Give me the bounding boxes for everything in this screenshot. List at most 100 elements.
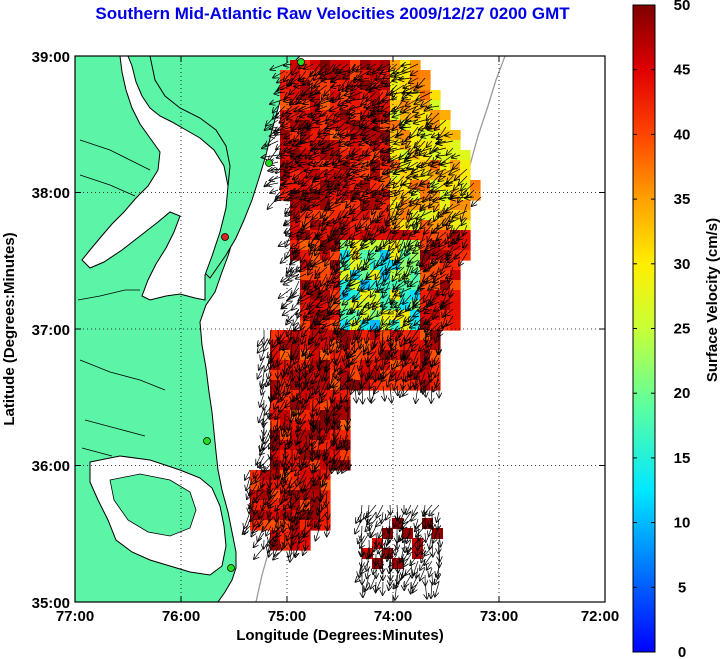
velocity-arrow [364,210,370,219]
velocity-cell [430,250,441,261]
velocity-arrow [347,308,356,314]
velocity-arrow [404,105,419,112]
velocity-cell [390,200,401,211]
velocity-arrow [348,245,356,256]
velocity-arrow [369,280,377,290]
velocity-arrow [370,133,384,146]
velocity-cell [280,400,291,411]
velocity-arrow [424,287,433,302]
velocity-cell [430,190,441,201]
velocity-cell [410,90,421,101]
velocity-arrow [379,175,391,181]
colorbar-label: Surface Velocity (cm/s) [704,218,721,382]
velocity-arrow [454,224,461,233]
velocity-arrow [350,106,363,109]
velocity-arrow [366,147,377,156]
velocity-arrow [461,217,468,225]
colorbar-tick-label: 15 [674,450,691,467]
velocity-arrow [403,274,412,278]
colorbar-tick-label: 5 [678,579,686,596]
velocity-arrow [362,161,377,167]
velocity-arrow [306,210,314,218]
velocity-arrow [336,231,349,244]
velocity-arrow [319,133,328,146]
velocity-cell [380,100,391,111]
velocity-cell [420,250,431,261]
velocity-arrow [269,147,279,161]
velocity-cell [300,240,311,251]
velocity-arrow [327,281,335,286]
velocity-arrow [415,113,426,117]
radar-site-marker [203,437,211,445]
velocity-arrow [329,231,335,241]
velocity-arrow [293,315,300,325]
velocity-cell [350,140,361,151]
velocity-arrow [447,147,454,155]
velocity-arrow [276,126,293,131]
x-axis-label: Longitude (Degrees:Minutes) [236,627,444,644]
velocity-cell [410,290,421,301]
velocity-arrow [432,183,440,187]
velocity-cell [280,190,291,201]
velocity-cell [400,80,411,91]
velocity-cell [320,190,331,201]
velocity-cell [310,510,321,521]
velocity-cell [450,290,461,301]
velocity-arrow [286,315,293,324]
velocity-cell [370,310,381,321]
velocity-arrow [446,259,454,267]
velocity-cell [380,90,391,101]
velocity-cell [340,110,351,121]
velocity-cell [330,140,341,151]
velocity-arrow [294,133,300,141]
velocity-arrow [330,99,342,101]
velocity-cell [340,430,351,441]
velocity-arrow [383,364,384,379]
velocity-arrow [367,64,377,69]
velocity-cell [300,160,311,171]
velocity-cell [440,140,451,151]
velocity-cell [270,510,281,521]
velocity-arrow [327,217,342,225]
velocity-arrow [414,315,426,325]
velocity-arrow [410,280,419,286]
velocity-cell [350,370,361,381]
velocity-cell [450,160,461,171]
velocity-cell [340,380,351,391]
velocity-arrow [319,315,335,324]
velocity-arrow [351,113,363,115]
velocity-arrow [358,78,370,80]
x-tick-label: 76:00 [162,608,200,625]
velocity-arrow [310,155,321,159]
velocity-cell [390,250,401,261]
velocity-cell [350,290,361,301]
velocity-arrow [363,315,377,322]
velocity-arrow [388,309,398,314]
velocity-arrow [449,168,461,175]
velocity-cell [260,520,271,531]
velocity-arrow [370,231,384,240]
velocity-cell [350,110,361,121]
velocity-cell [400,210,411,221]
velocity-arrow [409,77,419,83]
velocity-cell [320,420,331,431]
velocity-arrow [463,238,467,247]
velocity-arrow [461,182,468,190]
velocity-arrow [407,217,411,227]
velocity-cell [400,160,411,171]
velocity-arrow [429,190,447,192]
velocity-cell [330,70,341,81]
velocity-arrow [304,63,314,69]
colorbar-tick-label: 25 [674,321,691,338]
velocity-cell [400,260,411,271]
velocity-arrow [443,280,454,295]
velocity-cell [300,470,311,481]
velocity-arrow [439,238,447,247]
velocity-arrow [296,273,307,279]
velocity-arrow [279,238,293,246]
velocity-arrow [431,252,447,263]
velocity-cell [400,110,411,121]
velocity-arrow [334,266,349,278]
velocity-arrow [401,287,404,297]
velocity-cell [420,100,431,111]
